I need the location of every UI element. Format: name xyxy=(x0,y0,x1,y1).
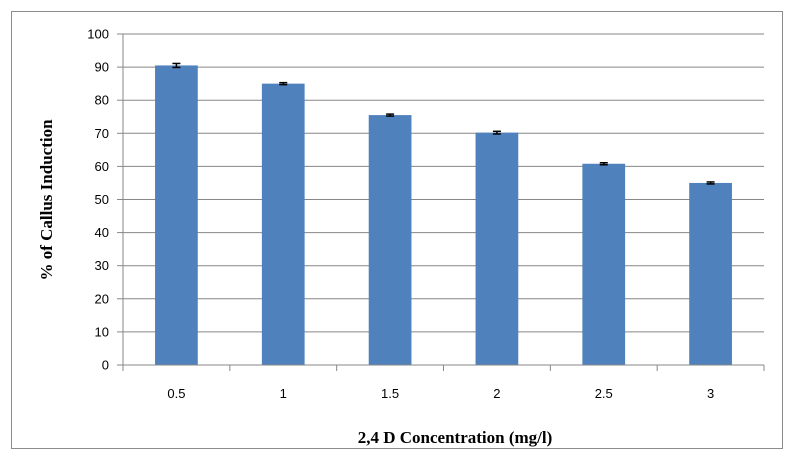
axes xyxy=(122,34,764,366)
gridlines xyxy=(117,33,765,371)
bar-2.5 xyxy=(582,163,626,365)
error-bar-3 xyxy=(706,181,715,185)
x-tick-label: 0.5 xyxy=(167,386,185,401)
y-tick-label: 90 xyxy=(95,60,109,75)
y-tick-label: 20 xyxy=(95,291,109,306)
y-tick-label: 0 xyxy=(102,358,109,373)
y-tick-label: 80 xyxy=(95,93,109,108)
y-tick-label: 100 xyxy=(87,27,109,42)
bar-2 xyxy=(475,132,519,365)
bar-1 xyxy=(261,83,305,366)
y-tick-label: 50 xyxy=(95,192,109,207)
x-tick-labels: 0.5 1 1.5 2 2.5 3 xyxy=(167,386,714,401)
x-axis-title: 2,4 D Concentration (mg/l) xyxy=(358,428,553,447)
y-tick-label: 10 xyxy=(95,324,109,339)
error-bars xyxy=(172,62,715,185)
x-tick-label: 2.5 xyxy=(595,386,613,401)
y-axis-title: % of Callus Induction xyxy=(37,119,56,281)
y-tick-label: 70 xyxy=(95,126,109,141)
y-tick-label: 40 xyxy=(95,225,109,240)
error-bar-2.5 xyxy=(599,162,608,166)
y-tick-label: 30 xyxy=(95,258,109,273)
error-bar-2 xyxy=(492,130,501,135)
x-tick-label: 3 xyxy=(707,386,714,401)
bars xyxy=(155,65,732,366)
x-tick-label: 1.5 xyxy=(381,386,399,401)
error-bar-0.5 xyxy=(172,62,181,69)
y-tick-label: 60 xyxy=(95,159,109,174)
bar-3 xyxy=(689,182,732,365)
error-bar-1.5 xyxy=(386,113,395,117)
y-tick-labels: 0 10 20 30 40 50 60 70 80 90 100 xyxy=(87,27,109,373)
x-tick-label: 1 xyxy=(280,386,287,401)
error-bar-1 xyxy=(279,81,288,86)
x-tick-label: 2 xyxy=(493,386,500,401)
bar-0.5 xyxy=(155,65,198,365)
bar-1.5 xyxy=(368,115,412,365)
